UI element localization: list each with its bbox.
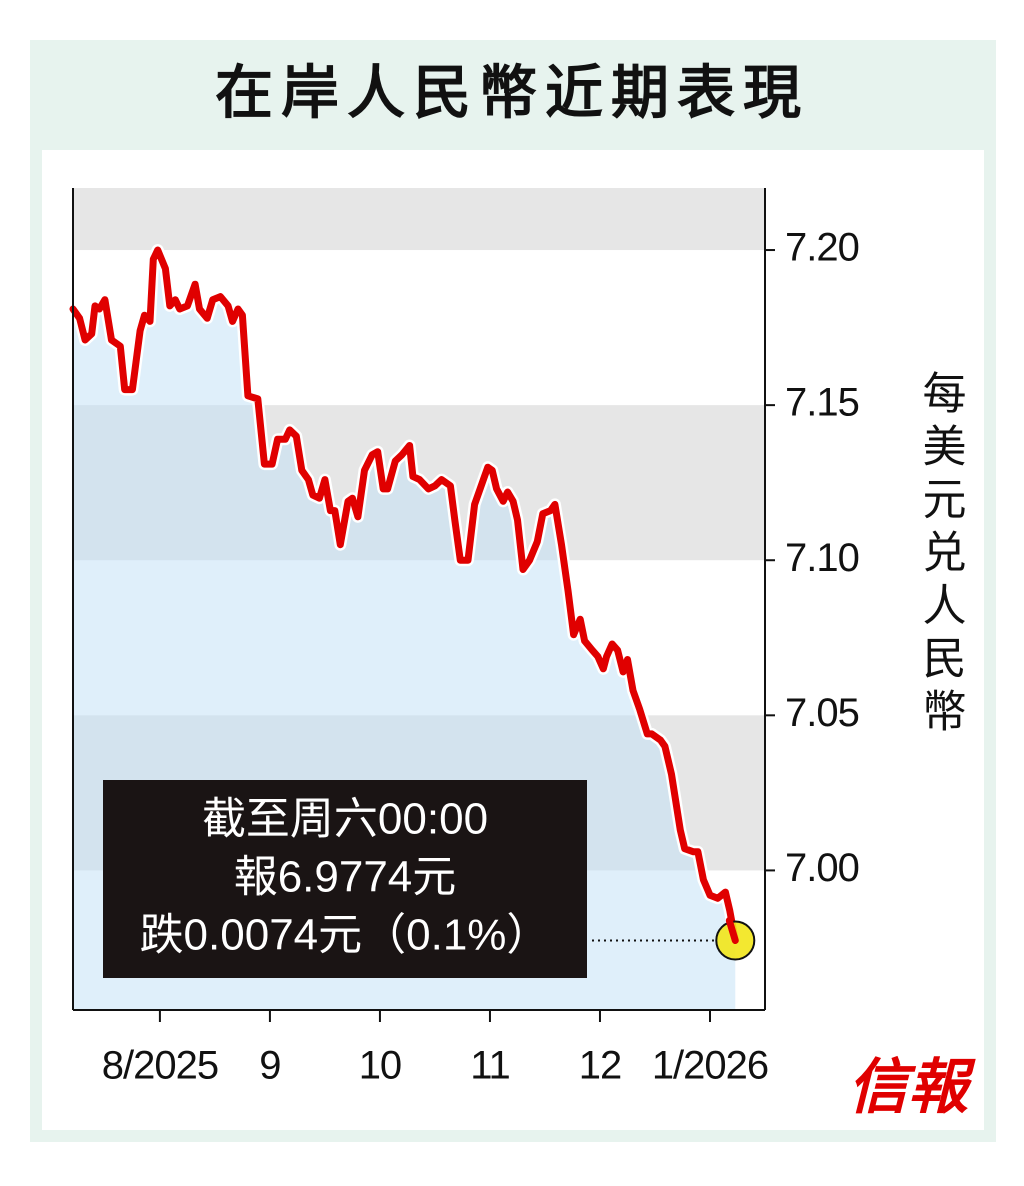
- y-tick-label: 7.05: [785, 691, 859, 735]
- y-tick-label: 7.20: [785, 226, 859, 270]
- annotation-line: 跌0.0074元（0.1%）: [140, 911, 551, 960]
- x-tick-label: 10: [359, 1044, 402, 1088]
- line: [69, 246, 739, 944]
- logo: 信報: [848, 1053, 976, 1123]
- y-tick-label: 7.10: [785, 536, 859, 580]
- y-axis-label: 每美元兑人民幣: [916, 370, 966, 741]
- x-tick-label: 12: [579, 1044, 622, 1088]
- annotation-line: 截至周六00:00: [202, 795, 488, 844]
- annotation-box: [103, 780, 587, 978]
- x-tick-label: 1/2026: [652, 1044, 768, 1088]
- x-tick-label: 9: [259, 1044, 280, 1088]
- band: [73, 188, 765, 251]
- x-tick-label: 8/2025: [102, 1044, 218, 1088]
- x-tick-label: 11: [470, 1044, 510, 1088]
- annotation-line: 報6.9774元: [234, 853, 457, 902]
- y-tick-label: 7.00: [785, 846, 859, 890]
- last-line-end: [725, 917, 739, 945]
- chart-title: 在岸人民幣近期表現: [215, 60, 809, 125]
- y-tick-label: 7.15: [785, 381, 859, 425]
